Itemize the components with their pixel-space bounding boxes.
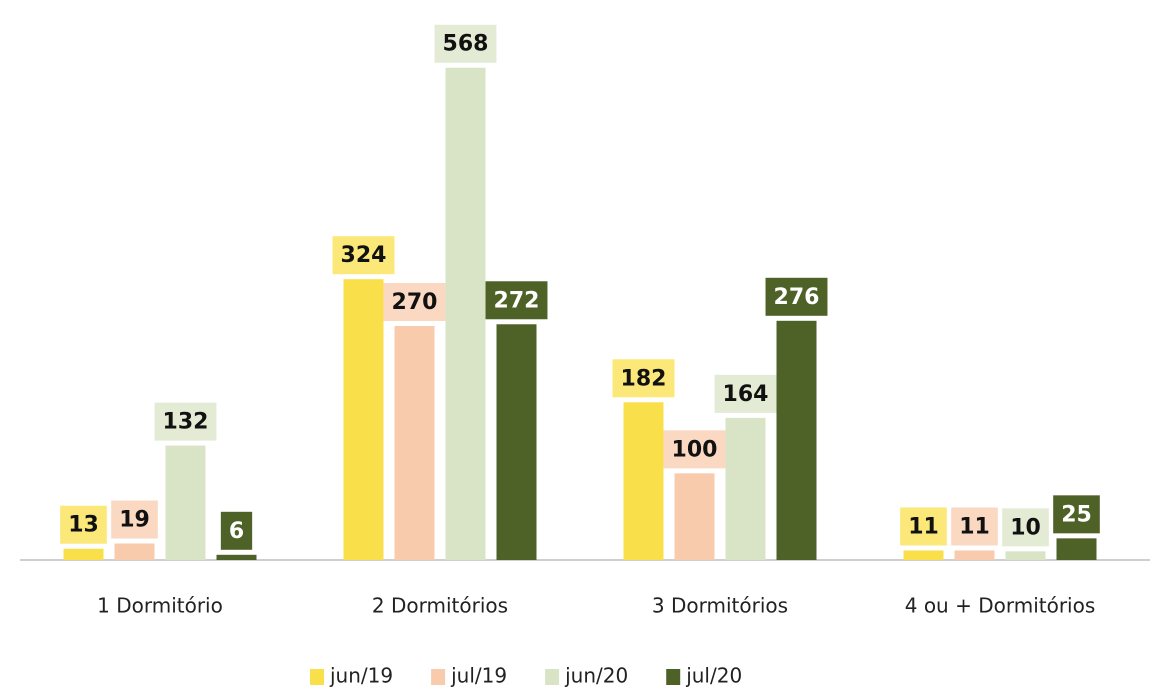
- bar: [165, 445, 206, 560]
- data-label-text: 19: [119, 508, 150, 533]
- bar: [954, 550, 995, 560]
- data-label: 132: [154, 402, 217, 441]
- data-label-box: [765, 277, 828, 316]
- bar: [903, 550, 944, 560]
- data-label-text: 568: [443, 32, 489, 57]
- data-label: 276: [765, 277, 828, 316]
- data-label-text: 25: [1061, 502, 1092, 527]
- bar: [725, 417, 766, 560]
- x-tick-label: 4 ou + Dormitórios: [905, 594, 1096, 618]
- data-label: 164: [714, 374, 777, 413]
- bar: [216, 554, 257, 560]
- legend-label: jul/20: [685, 664, 742, 688]
- data-label: 568: [434, 24, 497, 63]
- bar: [445, 67, 486, 560]
- data-label-box: [1002, 508, 1049, 547]
- data-label-box: [1053, 495, 1100, 534]
- data-label-box: [60, 505, 107, 544]
- bar: [496, 324, 537, 560]
- data-label: 19: [111, 500, 158, 539]
- data-label: 100: [663, 430, 726, 469]
- bar: [776, 320, 817, 560]
- data-label-text: 11: [908, 514, 939, 539]
- data-label-box: [332, 236, 395, 275]
- bar: [674, 473, 715, 560]
- legend-swatch: [431, 669, 446, 685]
- data-label: 13: [60, 505, 107, 544]
- bar: [343, 279, 384, 560]
- data-label-text: 132: [163, 410, 209, 435]
- data-label: 11: [951, 507, 998, 546]
- data-label: 25: [1053, 495, 1100, 534]
- data-label-text: 272: [494, 288, 540, 313]
- data-label-box: [383, 283, 446, 321]
- data-label: 11: [900, 507, 947, 546]
- legend-swatch: [666, 669, 681, 685]
- data-label-text: 13: [68, 513, 99, 538]
- bar: [623, 402, 664, 560]
- x-tick-label: 1 Dormitório: [97, 594, 223, 618]
- data-label: 6: [220, 511, 253, 550]
- x-tick-label: 2 Dormitórios: [372, 594, 508, 618]
- data-label: 10: [1002, 508, 1049, 547]
- data-label-text: 164: [723, 382, 769, 407]
- legend-label: jun/20: [564, 664, 628, 688]
- x-tick-label: 3 Dormitórios: [652, 594, 788, 618]
- data-label-box: [485, 281, 548, 320]
- data-label-text: 324: [341, 243, 387, 268]
- data-label: 272: [485, 281, 548, 320]
- legend-swatch: [310, 669, 324, 685]
- data-label-box: [434, 24, 497, 63]
- data-label-text: 11: [959, 514, 990, 539]
- data-label: 324: [332, 236, 395, 275]
- legend-swatch: [545, 669, 560, 685]
- bar: [63, 548, 104, 560]
- bar: [114, 543, 155, 560]
- data-label-text: 100: [672, 437, 718, 462]
- data-label-text: 270: [392, 290, 438, 315]
- legend-label: jul/19: [450, 664, 507, 688]
- data-label-box: [714, 374, 777, 413]
- bar: [394, 326, 435, 560]
- data-label-box: [951, 507, 998, 546]
- data-label: 270: [383, 283, 446, 321]
- data-label-box: [154, 402, 217, 441]
- data-label-text: 10: [1010, 515, 1041, 540]
- data-label-box: [111, 500, 158, 539]
- data-label-box: [612, 359, 675, 398]
- data-label-text: 182: [621, 366, 667, 391]
- data-label-box: [663, 430, 726, 469]
- data-label-text: 6: [229, 519, 244, 544]
- bar: [1005, 551, 1046, 560]
- legend-label: jun/19: [329, 664, 393, 688]
- data-label-box: [220, 511, 253, 550]
- bar: [1056, 538, 1097, 560]
- data-label-box: [900, 507, 947, 546]
- data-label-text: 276: [774, 285, 820, 310]
- data-label: 182: [612, 359, 675, 398]
